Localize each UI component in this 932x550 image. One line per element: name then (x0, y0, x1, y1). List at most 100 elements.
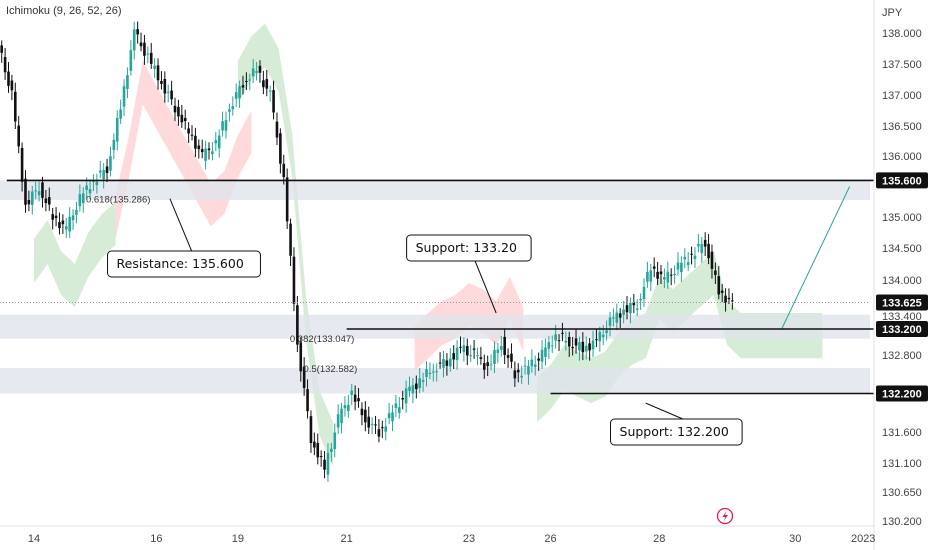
candle (353, 385, 357, 411)
candle (486, 355, 489, 377)
callout-text-1: Support: 133.20 (416, 240, 517, 255)
candle (245, 72, 248, 90)
candle (81, 187, 85, 213)
candle (180, 104, 184, 128)
x-tick-label: 21 (341, 533, 353, 545)
candle (47, 187, 51, 211)
candle (547, 336, 551, 360)
candle (51, 207, 54, 230)
fib-label-2: 0.5(132.582) (303, 364, 357, 375)
candle (703, 232, 707, 256)
candle (663, 268, 666, 288)
candle (330, 443, 333, 462)
candle (404, 380, 408, 413)
candle (690, 246, 693, 265)
candle (143, 34, 146, 65)
y-tick-label: 134.000 (882, 275, 922, 287)
currency-label: JPY (882, 7, 903, 19)
candle (163, 71, 167, 103)
candle (13, 82, 17, 130)
level-badge-1: 133.200 (876, 321, 928, 337)
candle (313, 432, 316, 456)
candle (421, 372, 425, 392)
y-tick-label: 137.000 (882, 90, 922, 102)
candle (387, 402, 391, 425)
y-tick-label: 132.800 (882, 350, 922, 362)
candle (581, 332, 585, 361)
candle (268, 85, 272, 102)
candle (251, 59, 255, 84)
candle (720, 283, 724, 303)
candle (513, 361, 517, 387)
candle (384, 417, 388, 441)
candle (411, 378, 415, 404)
candle (584, 336, 588, 360)
y-tick-label: 130.200 (882, 516, 922, 528)
indicator-label: Ichimoku (9, 26, 52, 26) (6, 5, 122, 17)
candle (615, 303, 619, 331)
candle (605, 320, 608, 341)
candle (170, 80, 173, 105)
candle (459, 336, 462, 354)
candle (296, 296, 299, 353)
candle (24, 170, 27, 213)
candle (275, 112, 279, 145)
candle (666, 261, 670, 289)
candle (673, 265, 676, 284)
candle (34, 181, 37, 200)
y-tick-label: 136.000 (882, 151, 922, 163)
candle (374, 415, 377, 435)
y-tick-label: 131.600 (882, 427, 922, 439)
candle (571, 337, 574, 356)
candle (438, 352, 442, 369)
candle (533, 355, 537, 376)
candle (496, 342, 500, 364)
lightning-icon[interactable] (716, 507, 734, 525)
candle (540, 339, 544, 369)
candle (183, 109, 187, 130)
candle (680, 256, 683, 283)
svg-text:132.200: 132.200 (882, 389, 922, 401)
candle (149, 42, 153, 69)
y-tick-label: 138.000 (882, 28, 922, 40)
candle (482, 354, 486, 379)
callout-1[interactable]: Support: 133.20 (406, 234, 532, 314)
y-tick-label: 135.000 (882, 212, 922, 224)
candle (248, 73, 252, 91)
candle (635, 299, 639, 317)
candle (129, 40, 133, 76)
candle (177, 99, 180, 126)
x-tick-label: 28 (653, 533, 665, 545)
candle (20, 142, 24, 192)
x-tick-label: 26 (544, 533, 556, 545)
candle (700, 237, 704, 263)
candle (258, 60, 262, 83)
candle (336, 404, 340, 435)
candle (686, 251, 690, 272)
y-tick-label: 130.650 (882, 487, 922, 499)
callout-0[interactable]: Resistance: 135.600 (107, 198, 261, 278)
candle (425, 361, 428, 387)
candles-layer (0, 21, 851, 482)
candle (323, 450, 326, 479)
candle (41, 176, 44, 208)
candle (520, 365, 523, 384)
projection-line (781, 186, 851, 330)
candle (401, 390, 405, 410)
x-axis: 14 16 19 21 23 26 28 30 2023 (0, 0, 875, 550)
candle (731, 293, 734, 310)
candle (194, 127, 197, 158)
candle (58, 212, 61, 235)
current-price-badge: 133.625 (876, 294, 928, 311)
callout-2[interactable]: Support: 132.200 (610, 402, 743, 446)
candle (398, 396, 401, 419)
candle (139, 32, 143, 52)
candle (357, 388, 360, 408)
candle (564, 331, 568, 351)
candle (75, 201, 78, 224)
candle (211, 141, 214, 161)
candle (530, 349, 534, 373)
candle (299, 337, 303, 382)
candle (370, 417, 374, 435)
